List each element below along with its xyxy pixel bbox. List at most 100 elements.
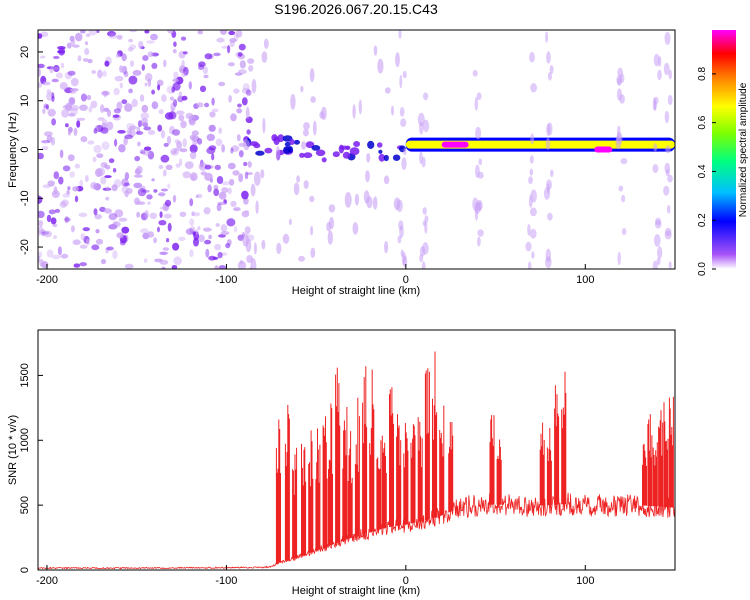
- spectrogram-noise-blob: [236, 108, 243, 114]
- spectrogram-noise-blob: [216, 37, 225, 43]
- spectrogram-noise-blob: [235, 30, 243, 38]
- spectrogram-noise-blob: [57, 246, 62, 256]
- spectrogram-noise-blob: [220, 224, 228, 233]
- snr-spike: [546, 428, 552, 506]
- spectrogram-noise-blob: [529, 51, 535, 63]
- spectrogram-noise-blob: [129, 125, 138, 130]
- spectrogram-noise-blob: [50, 136, 56, 146]
- spectrogram-noise-blob: [90, 182, 98, 190]
- spectrogram-noise-blob: [477, 229, 484, 237]
- spectrogram-noise-blob: [417, 112, 425, 127]
- spectrogram-noise-blob: [51, 118, 56, 126]
- spectrogram-signal-blob: [332, 151, 340, 158]
- spectrogram-noise-blob: [358, 99, 362, 115]
- spectrogram-noise-blob: [203, 207, 211, 215]
- spectrogram-noise-blob: [153, 189, 158, 193]
- spectrogram-noise-blob: [419, 121, 424, 135]
- spectrogram-noise-blob: [372, 196, 378, 210]
- spectrogram-noise-blob: [86, 238, 90, 245]
- snr-spike: [376, 440, 382, 531]
- spectrogram-noise-blob: [128, 38, 134, 43]
- colorbar-tick-label: 0.6: [697, 115, 708, 129]
- spectrogram-noise-blob: [158, 220, 167, 226]
- spectrogram-noise-blob: [399, 107, 405, 117]
- spectrogram-noise-blob: [123, 71, 129, 78]
- spectrogram-noise-blob: [100, 258, 107, 265]
- spectrogram-noise-blob: [663, 185, 670, 196]
- spectrogram-noise-blob: [175, 163, 181, 168]
- spectrogram-noise-blob: [218, 265, 226, 269]
- spectrogram-noise-blob: [96, 153, 104, 159]
- spectrogram-noise-blob: [550, 169, 554, 178]
- spectrogram-noise-blob: [180, 36, 187, 41]
- spectrogram-noise-blob: [204, 172, 213, 181]
- snr-marks: [38, 351, 675, 570]
- spectrogram-noise-blob: [218, 191, 227, 200]
- spectrogram-x-ticks: -200 -100 0 100: [36, 264, 594, 286]
- spectrogram-noise-blob: [53, 171, 60, 180]
- spectrogram-noise-blob: [196, 102, 204, 108]
- spectrogram-noise-blob: [141, 104, 149, 113]
- colorbar-tick-label: 0.4: [697, 164, 708, 178]
- spectrogram-noise-blob: [472, 70, 478, 77]
- spectrogram-noise-blob: [144, 82, 148, 87]
- spectrogram-signal-blob: [303, 152, 313, 159]
- spectrogram-noise-blob: [211, 97, 215, 106]
- spectrogram-noise-blob: [114, 209, 124, 218]
- spectrogram-noise-blob: [218, 127, 222, 134]
- spectrogram-noise-blob: [188, 114, 196, 124]
- spectrogram-noise-blob: [547, 212, 553, 221]
- spectrogram-noise-blob: [296, 175, 300, 183]
- spectrogram-noise-blob: [262, 117, 266, 134]
- spectrogram-signal-blob: [283, 146, 291, 154]
- snr-spike: [424, 368, 430, 521]
- spectrogram-noise-blob: [208, 124, 216, 132]
- spectrogram-noise-blob: [108, 224, 118, 230]
- spectrogram-noise-blob: [192, 140, 198, 146]
- spectrogram-noise-blob: [531, 251, 535, 259]
- spectrogram-noise-blob: [530, 133, 535, 145]
- spectrogram-noise-blob: [52, 66, 60, 71]
- spectrogram-noise-blob: [206, 147, 216, 155]
- spectrogram-noise-blob: [90, 100, 98, 109]
- spectrogram-signal-blob: [273, 136, 280, 146]
- spectrogram-noise-blob: [263, 38, 269, 49]
- spectrogram-noise-blob: [80, 233, 86, 241]
- spectrogram-noise-blob: [97, 69, 103, 79]
- spectrogram-noise-blob: [38, 255, 41, 264]
- spectrogram-noise-blob: [664, 110, 670, 124]
- spectrogram-noise-blob: [657, 246, 663, 259]
- snr-spike: [668, 396, 674, 508]
- snr-spike: [315, 428, 321, 551]
- spectrogram-noise-blob: [95, 238, 104, 245]
- spectrogram-noise-blob: [527, 223, 531, 236]
- spectrogram-noise-blob: [185, 228, 194, 235]
- spectrogram-noise-blob: [182, 51, 188, 55]
- spectrogram-noise-blob: [174, 148, 177, 153]
- spectrogram-noise-blob: [189, 134, 196, 140]
- spectrogram-noise-blob: [126, 127, 132, 137]
- colorbar-ticks: 0.0 0.2 0.4 0.6 0.8: [697, 67, 716, 276]
- spectrogram-noise-blob: [123, 137, 128, 146]
- spectrogram-noise-blob: [55, 72, 63, 79]
- spectrogram-noise-blob: [64, 217, 71, 222]
- spectrogram-noise-blob: [146, 231, 155, 238]
- spectrogram-noise-blob: [652, 164, 659, 173]
- spectrogram-noise-blob: [200, 171, 207, 176]
- spectrogram-noise-blob: [198, 162, 208, 171]
- spectrogram-noise-blob: [88, 30, 98, 36]
- spectrogram-noise-blob: [72, 239, 81, 245]
- spectrogram-noise-blob: [189, 249, 194, 258]
- spectrogram-noise-blob: [67, 154, 75, 162]
- spectrogram-noise-blob: [221, 45, 230, 49]
- spectrogram-noise-blob: [59, 200, 67, 209]
- spectrogram-noise-blob: [547, 122, 553, 136]
- snr-spike: [410, 424, 416, 524]
- spectrogram-noise-blob: [302, 129, 309, 137]
- spectrogram-noise-blob: [250, 258, 257, 269]
- spectrogram-noise-blob: [231, 145, 240, 152]
- spectrogram-noise-blob: [142, 55, 149, 61]
- spectrogram-noise-blob: [247, 58, 255, 64]
- spectrogram-noise-blob: [658, 56, 662, 67]
- spectrogram-noise-blob: [141, 64, 145, 71]
